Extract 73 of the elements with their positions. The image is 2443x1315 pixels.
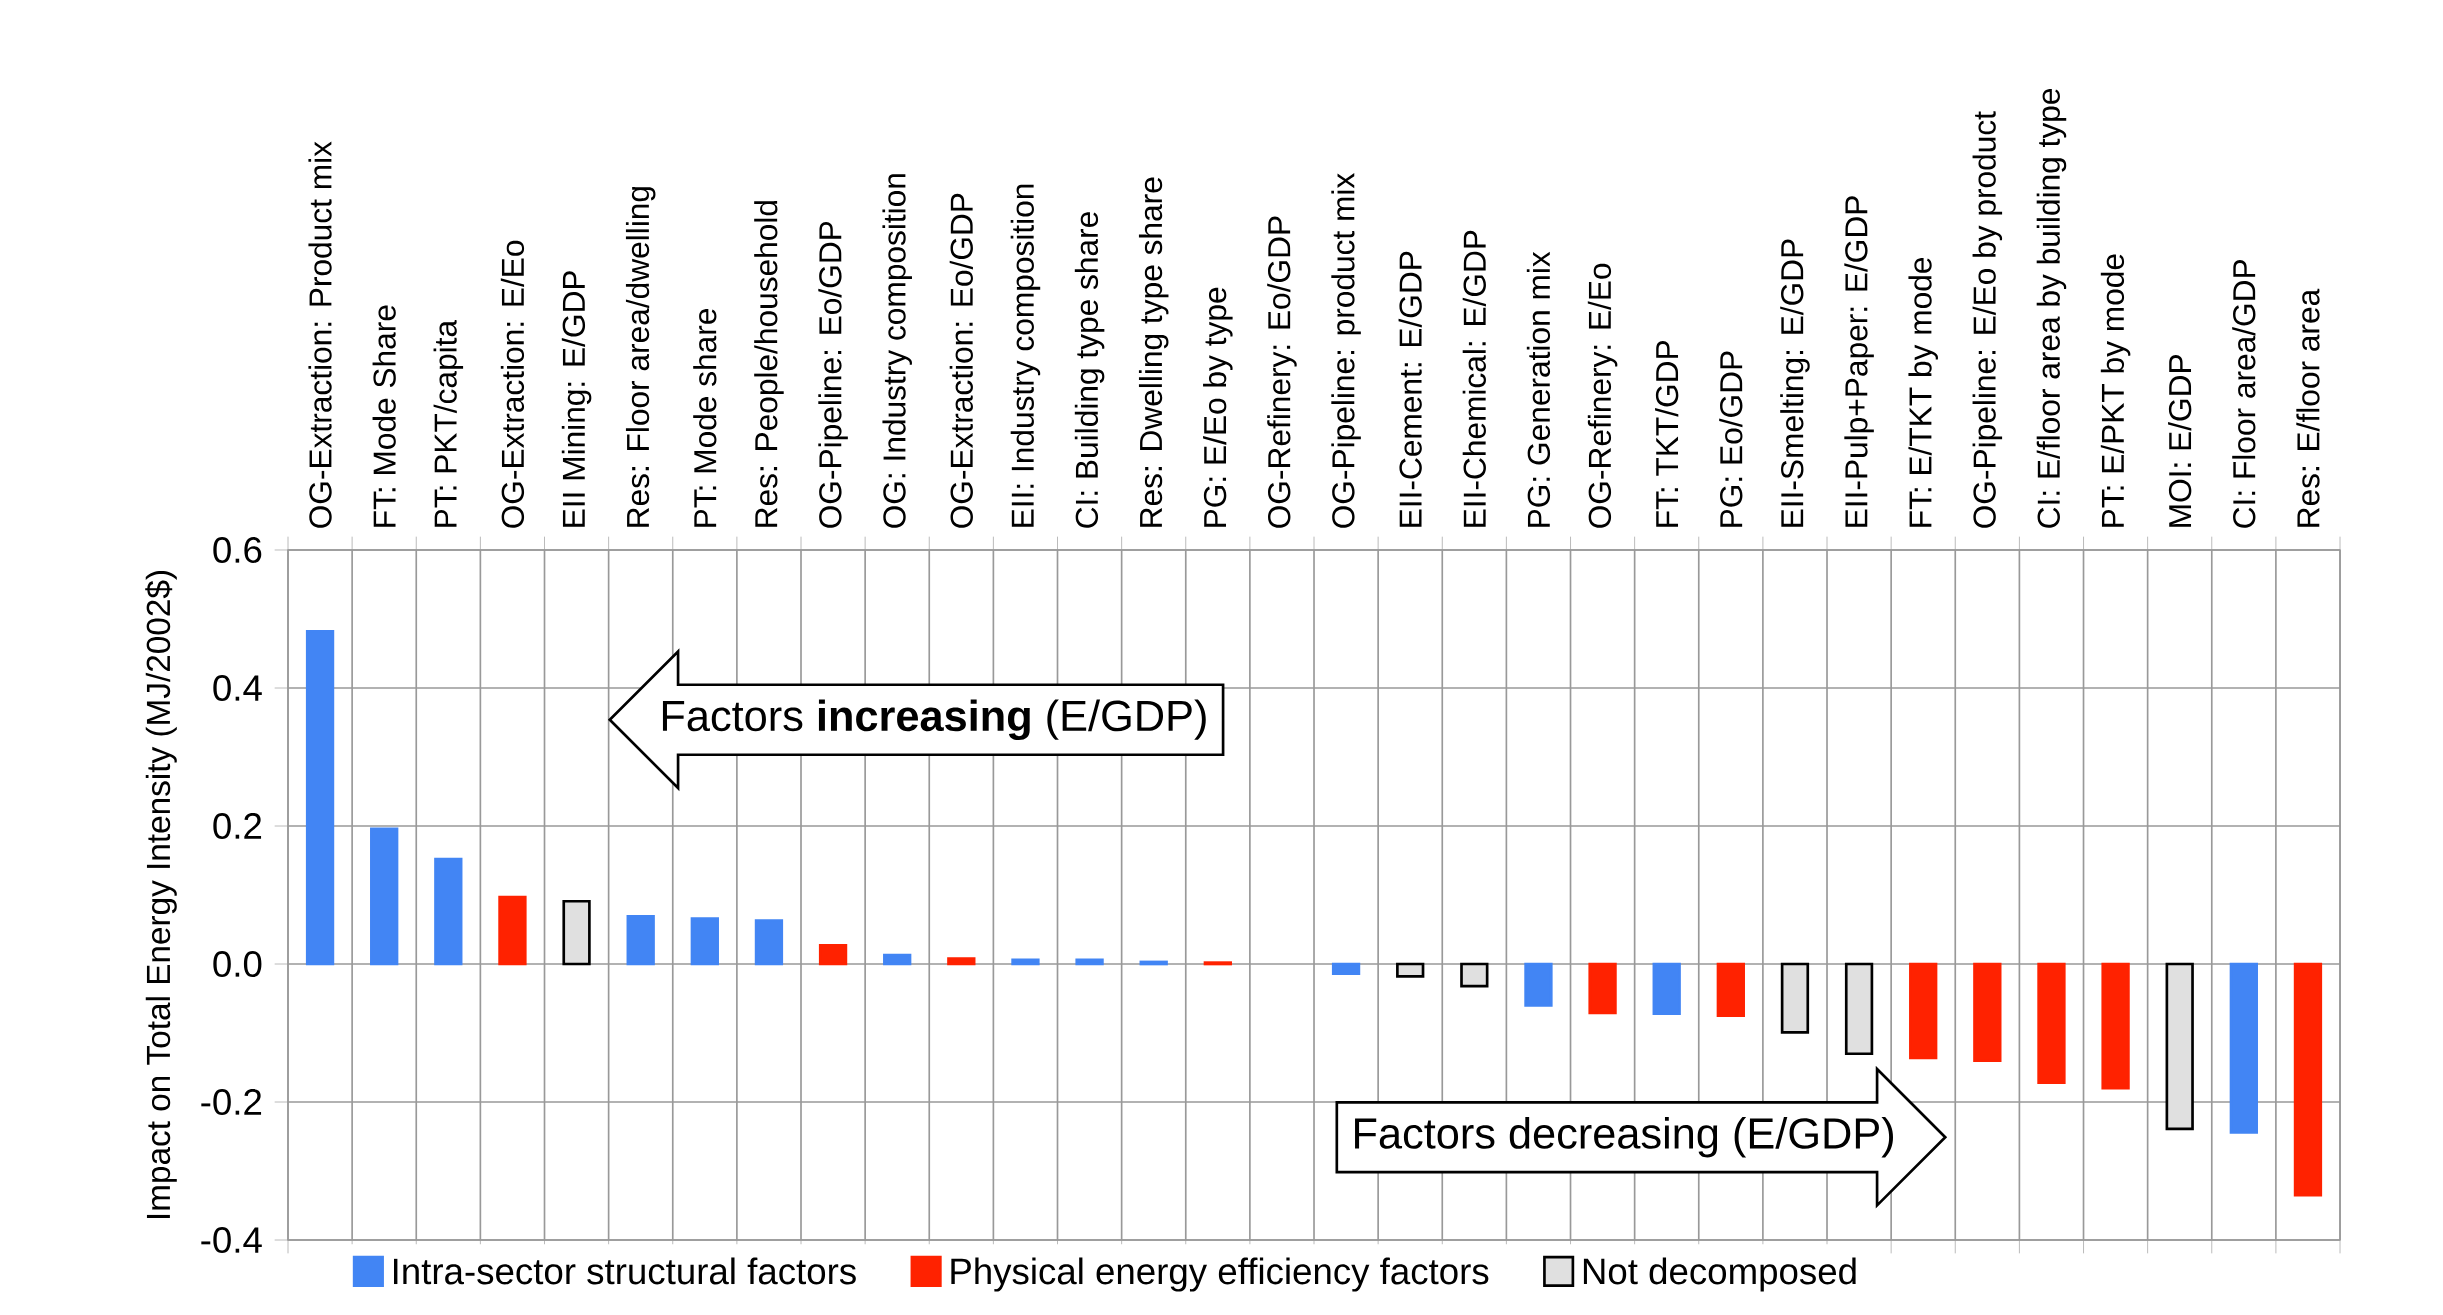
y-tick-label: 0.4: [213, 675, 262, 701]
x-tick-label: OG-Refinery: Eo/GDP: [1267, 216, 1297, 528]
bar: [690, 917, 719, 966]
x-tick-label: Res: Floor area/dwelling: [625, 187, 656, 527]
bar: [947, 957, 976, 966]
x-tick-label: OG: Industry composition: [882, 174, 912, 528]
bar: [1716, 962, 1745, 1018]
x-tick-label: MOI: E/GDP: [2168, 355, 2192, 527]
bar: [2037, 962, 2066, 1085]
x-tick-label: FT: TKT/GDP: [1655, 341, 1679, 527]
bar: [883, 953, 912, 966]
x-tick-label: EII-Chemical: E/GDP: [1462, 230, 1486, 527]
x-tick-label: PT: Mode share: [693, 309, 717, 527]
bar: [370, 827, 399, 966]
bar: [2165, 962, 2194, 1131]
bar: [1331, 962, 1361, 976]
x-tick-label: EII: Industry composition: [1010, 184, 1041, 527]
bar: [305, 630, 335, 966]
x-tick-label: OG-Extraction: E/Eo: [500, 240, 525, 528]
x-tick-label: OG-Extraction: Product mix: [308, 141, 332, 528]
bar: [434, 857, 463, 966]
legend-label: Physical energy efficiency factors: [951, 1257, 1489, 1292]
y-tick-label: 0.2: [213, 813, 262, 839]
x-tick-label: PT: E/PKT by mode: [2100, 254, 2131, 527]
x-tick-label: OG-Pipeline: E/Eo by product: [1972, 111, 2003, 528]
y-tick-label: -0.2: [201, 1089, 262, 1115]
bar: [1909, 962, 1938, 1060]
legend-label: Intra-sector structural factors: [394, 1257, 856, 1285]
x-tick-label: CI: Building type share: [1074, 212, 1105, 528]
bar: [1844, 962, 1874, 1056]
x-tick-label: OG-Extraction: Eo/GDP: [949, 193, 973, 528]
x-tick-label: FT: Mode Share: [372, 305, 396, 527]
legend-label: Not decomposed: [1583, 1257, 1856, 1292]
bar: [1652, 962, 1681, 1016]
x-tick-label: OG-Pipeline: Eo/GDP: [818, 221, 848, 528]
bar: [1460, 962, 1489, 988]
bar: [562, 899, 591, 966]
bar: [1075, 958, 1104, 966]
y-tick-label: 0.6: [213, 537, 262, 563]
annotation: Factors increasing (E/GDP): [662, 699, 1206, 741]
x-tick-label: PG: Eo/GDP: [1719, 351, 1743, 527]
bar: [1524, 962, 1553, 1007]
bar: [1780, 962, 1810, 1034]
bar: [2293, 962, 2323, 1197]
bar: [754, 919, 784, 966]
bar: [2101, 962, 2130, 1090]
x-tick-label: EII-Smelting: E/GDP: [1780, 239, 1810, 527]
x-tick-label: Res: People/household: [754, 201, 784, 527]
bar: [1973, 962, 2002, 1062]
bar: [1011, 958, 1040, 966]
x-tick-label: PG: Generation mix: [1526, 251, 1551, 527]
x-tick-label: OG-Refinery: E/Eo: [1587, 263, 1618, 528]
bar: [1588, 962, 1617, 1015]
y-axis-title: Impact on Total Energy Intensity (MJ/2002$): [145, 571, 177, 1219]
x-tick-label: EII-Cement: E/GDP: [1398, 251, 1422, 527]
bar: [1396, 962, 1425, 978]
x-tick-label: Res: Dwelling type share: [1138, 177, 1169, 527]
x-tick-label: EII-Pulp+Paper: E/GDP: [1844, 196, 1874, 527]
bar: [818, 944, 848, 966]
x-tick-label: FT: E/TKT by mode: [1908, 257, 1938, 527]
x-tick-label: CI: E/floor area by building type: [2036, 88, 2067, 528]
x-tick-label: PT: PKT/capita: [433, 319, 464, 527]
x-tick-label: PG: E/Eo by type: [1203, 287, 1233, 527]
bar: [2229, 962, 2258, 1134]
y-tick-label: -0.4: [201, 1227, 262, 1254]
bar: [626, 915, 655, 966]
x-tick-label: CI: Floor area/GDP: [2232, 260, 2256, 528]
x-tick-label: OG-Pipeline: product mix: [1331, 173, 1361, 528]
y-tick-label: 0.0: [213, 951, 262, 977]
x-tick-label: EII Mining: E/GDP: [561, 271, 592, 527]
annotation: Factors decreasing (E/GDP): [1355, 1116, 1893, 1158]
bar: [498, 895, 527, 966]
x-tick-label: Res: E/floor area: [2296, 288, 2320, 527]
